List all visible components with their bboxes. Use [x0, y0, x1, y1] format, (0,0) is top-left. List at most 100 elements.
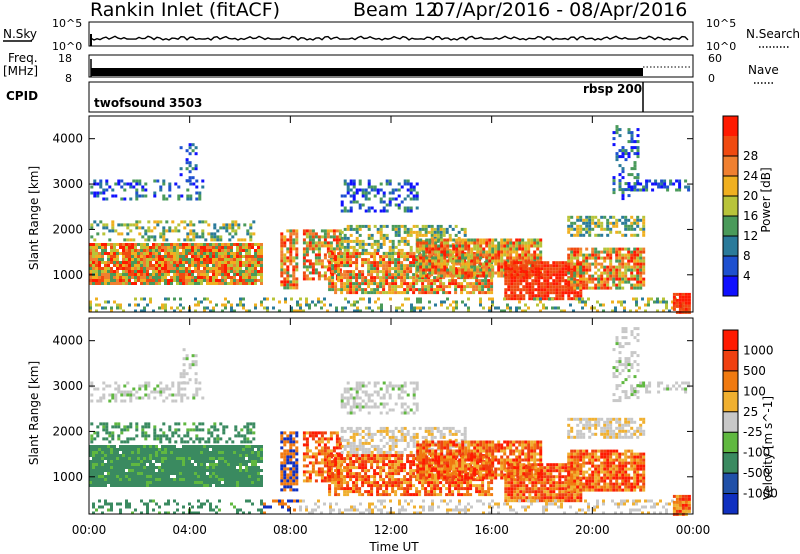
echo-cell: [576, 280, 580, 284]
echo-cell: [224, 481, 227, 484]
echo-cell: [346, 227, 350, 231]
echo-cell: [329, 241, 333, 245]
echo-cell: [177, 229, 181, 233]
echo-cell: [403, 230, 407, 234]
echo-cell: [343, 285, 347, 289]
echo-cell: [406, 282, 410, 286]
echo-cell: [246, 437, 250, 441]
echo-cell: [588, 280, 592, 284]
echo-cell: [485, 274, 489, 278]
echo-cell: [385, 236, 389, 240]
echo-cell: [251, 475, 254, 478]
echo-cell: [364, 191, 368, 195]
echo-cell: [280, 235, 284, 239]
echo-cell: [129, 425, 133, 429]
echo-cell: [311, 268, 315, 272]
echo-cell: [419, 268, 423, 272]
nave-tick-bottom: 0: [708, 72, 715, 85]
echo-cell: [506, 306, 509, 310]
echo-cell: [249, 223, 253, 227]
echo-cell: [209, 445, 212, 448]
echo-cell: [669, 182, 673, 186]
echo-cell: [522, 297, 526, 301]
echo-cell: [329, 229, 333, 233]
echo-cell: [373, 224, 377, 228]
echo-cell: [516, 279, 520, 283]
echo-cell: [618, 271, 622, 275]
echo-cell: [606, 224, 610, 228]
echo-cell: [230, 309, 233, 313]
echo-cell: [197, 481, 200, 484]
echo-cell: [228, 223, 232, 227]
echo-cell: [525, 261, 529, 265]
echo-cell: [567, 215, 571, 219]
echo-cell: [252, 425, 256, 429]
echo-cell: [633, 176, 637, 180]
echo-cell: [684, 301, 688, 305]
echo-cell: [153, 191, 157, 195]
echo-cell: [539, 250, 543, 254]
echo-cell: [615, 155, 619, 159]
echo-cell: [464, 241, 468, 245]
echo-cell: [180, 220, 184, 224]
echo-cell: [367, 224, 371, 228]
echo-cell: [543, 288, 547, 292]
echo-cell: [430, 288, 434, 292]
echo-cell: [292, 265, 296, 269]
echo-cell: [400, 267, 404, 271]
echo-cell: [618, 218, 622, 222]
echo-cell: [147, 434, 151, 438]
echo-cell: [596, 309, 599, 313]
echo-cell: [167, 469, 170, 472]
echo-cell: [161, 279, 164, 282]
echo-cell: [138, 384, 142, 388]
echo-cell: [173, 258, 176, 261]
echo-cell: [332, 232, 336, 236]
echo-cell: [394, 288, 398, 292]
echo-cell: [421, 227, 425, 231]
freq-tick-bottom: 8: [65, 72, 72, 85]
echo-cell: [630, 215, 634, 219]
echo-cell: [158, 270, 161, 273]
echo-cell: [134, 445, 137, 448]
echo-cell: [364, 248, 368, 252]
echo-cell: [206, 252, 209, 255]
echo-cell: [213, 235, 217, 239]
echo-cell: [201, 185, 205, 189]
echo-cell: [633, 182, 637, 186]
echo-cell: [412, 288, 416, 292]
echo-cell: [445, 291, 449, 295]
echo-cell: [328, 276, 332, 280]
echo-cell: [242, 270, 245, 273]
echo-cell: [497, 253, 501, 257]
echo-cell: [224, 258, 227, 261]
echo-cell: [585, 286, 589, 290]
echo-cell: [251, 481, 254, 484]
echo-cell: [257, 270, 260, 273]
echo-cell: [543, 282, 547, 286]
echo-cell: [320, 241, 324, 245]
echo-cell: [373, 255, 377, 259]
echo-cell: [475, 270, 479, 274]
echo-cell: [364, 276, 368, 280]
echo-cell: [206, 445, 209, 448]
echo-cell: [367, 179, 371, 183]
echo-cell: [367, 252, 371, 256]
echo-cell: [191, 273, 194, 276]
echo-cell: [579, 283, 583, 287]
echo-cell: [440, 271, 444, 275]
echo-cell: [430, 291, 434, 295]
echo-cell: [122, 267, 125, 270]
echo-cell: [648, 179, 652, 183]
echo-cell: [146, 276, 149, 279]
echo-cell: [107, 448, 110, 451]
echo-cell: [254, 264, 257, 267]
echo-cell: [567, 268, 571, 272]
echo-cell: [116, 270, 119, 273]
echo-cell: [388, 282, 392, 286]
echo-cell: [209, 469, 212, 472]
echo-cell: [380, 303, 383, 307]
echo-cell: [119, 472, 122, 475]
echo-cell: [581, 306, 584, 310]
